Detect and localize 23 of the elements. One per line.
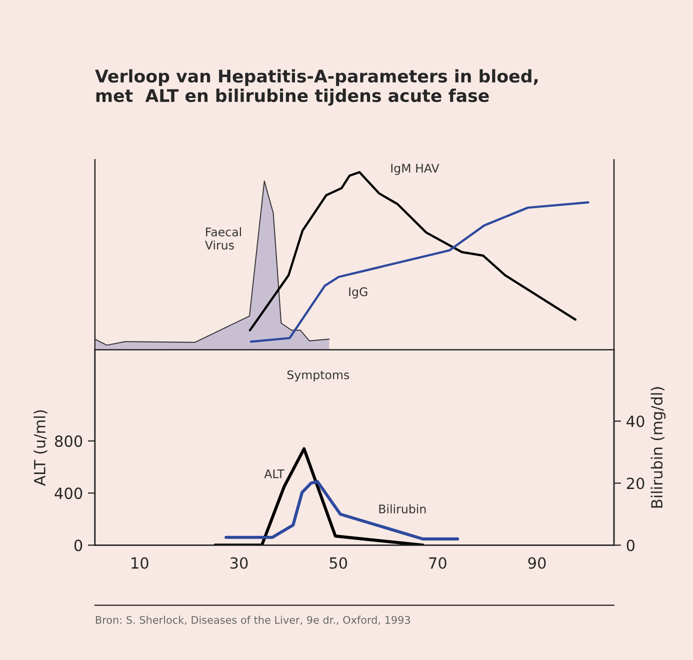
series-label: IgM HAV <box>391 164 440 175</box>
line-series <box>224 480 460 540</box>
series-label: Bilirubin <box>379 504 426 514</box>
text: Bron: S. Sherlock, Diseases of the Liver, 9e dr., Oxford, 1993 <box>96 616 410 625</box>
x-tick-label: 50 <box>330 557 348 569</box>
chart-title: Verloop van Hepatitis-A-parameters in bloed, met ALT en bilirubine tijdens acute fase <box>95 69 538 106</box>
y-tick-label: 400 <box>54 488 82 500</box>
x-tick-label: 10 <box>132 557 148 569</box>
y2-tick-label: 40 <box>626 416 644 428</box>
series-label: IgG <box>349 287 368 298</box>
y2-tick-label: 20 <box>626 478 644 490</box>
y-tick-label: 0 <box>74 540 82 552</box>
line-series <box>214 447 424 546</box>
series-label: Faecal Virus <box>204 227 242 250</box>
annotation: Symptoms <box>287 370 350 382</box>
y-tick-label: 800 <box>55 435 82 447</box>
x-tick-label: 70 <box>429 557 446 569</box>
y2-tick-label: 0 <box>626 540 635 552</box>
x-tick-label: 90 <box>528 557 546 569</box>
y2-axis-title: Bilirubin (mg/dl) <box>650 387 666 508</box>
y-axis-title: ALT (u/ml) <box>34 410 48 486</box>
x-tick-label: 30 <box>230 557 248 569</box>
series-label: ALT <box>264 469 284 478</box>
